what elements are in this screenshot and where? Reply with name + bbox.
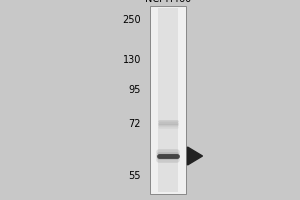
Text: 72: 72 bbox=[128, 119, 141, 129]
Text: NCI-H460: NCI-H460 bbox=[145, 0, 191, 4]
Polygon shape bbox=[188, 147, 202, 165]
Text: 55: 55 bbox=[128, 171, 141, 181]
Text: 250: 250 bbox=[122, 15, 141, 25]
Bar bbox=[158, 8, 178, 192]
Bar bbox=[150, 6, 186, 194]
Text: 130: 130 bbox=[123, 55, 141, 65]
Text: 95: 95 bbox=[129, 85, 141, 95]
